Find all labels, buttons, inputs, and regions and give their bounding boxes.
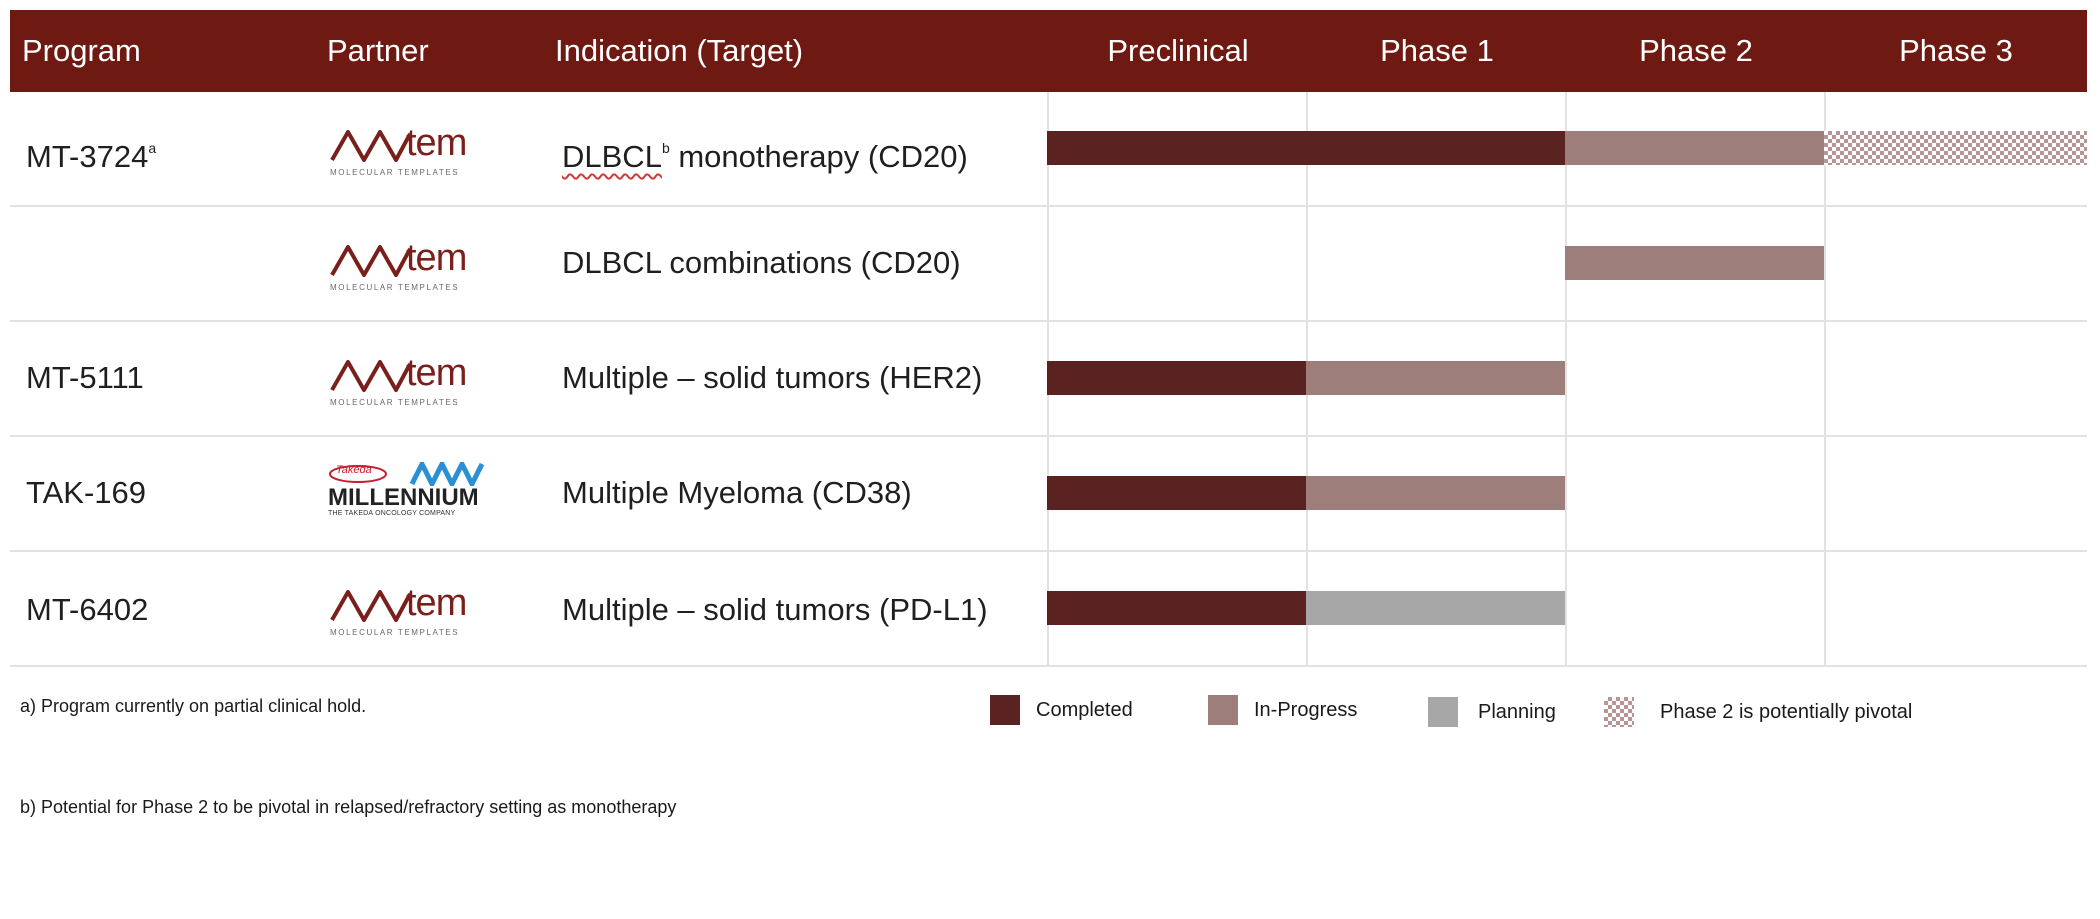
footnote-a: a) Program currently on partial clinical…	[20, 696, 367, 716]
header-phase-3: Phase 3	[1899, 33, 2013, 68]
table-header: Program Partner Indication (Target) Prec…	[10, 10, 2087, 92]
legend-swatch-pivotal	[1604, 697, 1634, 727]
row-divider	[10, 205, 2087, 207]
program-label: MT-5111	[26, 360, 144, 395]
bar-pivotal	[1824, 131, 2087, 165]
header-program: Program	[22, 33, 141, 68]
program-label: TAK-169	[26, 475, 147, 510]
legend-label-in-progress: In-Progress	[1254, 699, 1358, 721]
header-phase-1: Phase 1	[1380, 33, 1494, 68]
row-divider	[10, 665, 2087, 667]
header-indication: Indication (Target)	[555, 33, 804, 68]
indication-label: Multiple – solid tumors (HER2)	[562, 360, 983, 395]
legend-swatch-completed	[990, 695, 1020, 725]
program-label: MT-6402	[26, 592, 149, 627]
bar-planning	[1306, 591, 1565, 625]
row-divider	[10, 550, 2087, 552]
footnote-marker-a: a	[148, 140, 157, 156]
legend-swatch-in-progress	[1208, 695, 1238, 725]
bar-inprogress	[1565, 246, 1824, 280]
molecular-templates-logo: tem MOLECULAR TEMPLATES	[330, 237, 467, 292]
row-divider	[10, 435, 2087, 437]
indication-label: DLBCL combinations (CD20)	[562, 245, 961, 280]
footnote-b: b) Potential for Phase 2 to be pivotal i…	[20, 797, 677, 817]
molecular-templates-logo: tem MOLECULAR TEMPLATES	[330, 582, 467, 637]
legend-label-pivotal: Phase 2 is potentially pivotal	[1660, 701, 1913, 723]
indication-label: Multiple Myeloma (CD38)	[562, 475, 912, 510]
millennium-logo: Takeda MILLENNIUM THE TAKEDA ONCOLOGY CO…	[328, 462, 488, 524]
wave-logo-icon	[330, 245, 410, 277]
bar-completed	[1047, 476, 1306, 510]
bar-completed	[1047, 361, 1306, 395]
indication-label: Multiple – solid tumors (PD-L1)	[562, 592, 988, 627]
bar-inprogress	[1306, 361, 1565, 395]
header-phase-2: Phase 2	[1639, 33, 1753, 68]
molecular-templates-logo: tem MOLECULAR TEMPLATES	[330, 352, 467, 407]
indication-label: DLBCLb monotherapy (CD20)	[562, 139, 968, 174]
legend-swatch-planning	[1428, 697, 1458, 727]
grid-line-phase-3	[1824, 92, 1826, 667]
takeda-mark-icon	[329, 465, 387, 483]
wave-logo-icon	[330, 130, 410, 162]
header-phase-preclinical: Preclinical	[1107, 33, 1249, 68]
header-partner: Partner	[327, 33, 429, 68]
grid-line-phase-2	[1565, 92, 1567, 667]
bar-completed	[1047, 131, 1565, 165]
program-label: MT-3724a	[26, 139, 157, 174]
bar-inprogress	[1565, 131, 1824, 165]
footnote-marker-b: b	[661, 140, 670, 156]
millennium-mark-icon	[409, 462, 485, 486]
legend-label-planning: Planning	[1478, 701, 1556, 723]
wave-logo-icon	[330, 590, 410, 622]
bar-inprogress	[1306, 476, 1565, 510]
legend-label-completed: Completed	[1036, 699, 1133, 721]
molecular-templates-logo: tem MOLECULAR TEMPLATES	[330, 122, 467, 177]
row-divider	[10, 320, 2087, 322]
bar-completed	[1047, 591, 1306, 625]
wave-logo-icon	[330, 360, 410, 392]
